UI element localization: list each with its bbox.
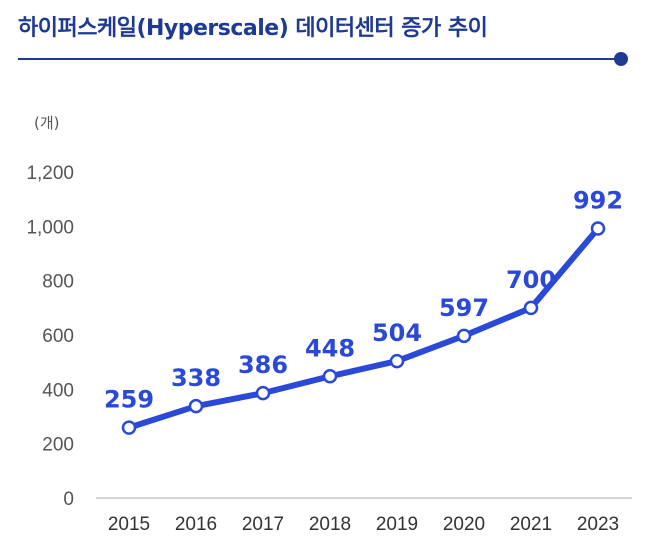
data-point (121, 420, 137, 435)
data-label: 992 (573, 187, 623, 215)
x-tick-label: 2019 (376, 514, 418, 535)
data-labels: 259 338 386 448 504 597 700 992 (104, 187, 623, 414)
title-underline (18, 58, 622, 60)
x-tick-label: 2020 (443, 514, 485, 535)
data-point (456, 328, 472, 344)
data-point (523, 300, 539, 316)
y-tick-label: 200 (42, 435, 74, 456)
x-tick-label: 2015 (108, 514, 150, 535)
data-label: 386 (238, 351, 288, 379)
data-label: 597 (439, 294, 489, 322)
series-line (126, 225, 601, 431)
y-tick-label: 0 (63, 489, 74, 510)
x-axis-ticks: 2015 2016 2017 2018 2019 2020 2021 2023 (108, 514, 619, 535)
title-underline-end-dot (614, 52, 628, 66)
x-tick-label: 2018 (309, 514, 351, 535)
data-point (188, 398, 204, 414)
y-tick-label: 600 (42, 326, 74, 347)
y-axis-ticks: 0 200 400 600 800 1,000 1,200 (26, 163, 74, 510)
data-point (389, 353, 405, 369)
data-point (255, 385, 271, 401)
data-label: 700 (506, 266, 556, 294)
data-points (121, 221, 606, 435)
y-tick-label: 1,000 (26, 217, 74, 238)
y-tick-label: 800 (42, 272, 74, 293)
data-label: 504 (372, 319, 422, 347)
data-point (322, 369, 338, 384)
data-point (590, 221, 606, 236)
x-tick-label: 2021 (510, 514, 552, 535)
data-label: 259 (104, 386, 154, 414)
chart-title: 하이퍼스케일(Hyperscale) 데이터센터 증가 추이 (18, 16, 488, 41)
y-unit-label: (개) (34, 114, 60, 132)
y-tick-label: 400 (42, 380, 74, 401)
data-label: 448 (305, 334, 355, 362)
x-tick-label: 2023 (577, 514, 619, 535)
y-tick-label: 1,200 (26, 163, 74, 184)
x-tick-label: 2017 (242, 514, 284, 535)
data-label: 338 (171, 364, 221, 392)
x-tick-label: 2016 (175, 514, 217, 535)
